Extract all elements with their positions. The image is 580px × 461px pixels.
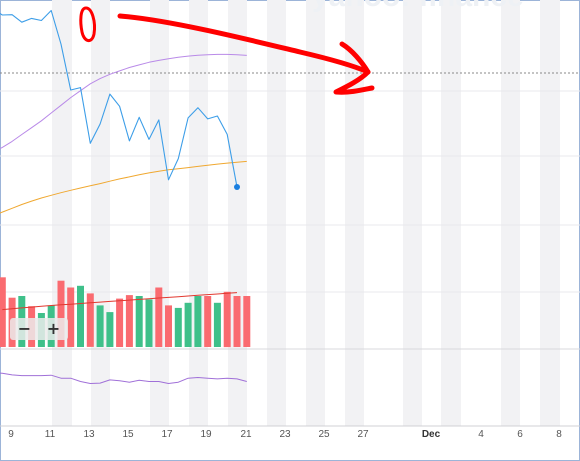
volume-bar	[213, 302, 221, 347]
day-band	[267, 0, 286, 426]
day-band	[403, 0, 422, 426]
circle-annotation	[79, 6, 96, 42]
x-axis: 9 11 13 15 17 19 21 23 25 27 Dec 4 6 8	[8, 429, 562, 440]
x-tick-label: 13	[83, 429, 95, 440]
zoom-out-button[interactable]: −	[17, 319, 32, 338]
volume-bar	[106, 312, 114, 347]
volume-bar	[86, 293, 94, 347]
day-band	[91, 0, 110, 426]
volume-bar	[67, 287, 75, 347]
volume-bar	[174, 307, 182, 347]
volume-bar	[243, 296, 251, 347]
moving-average-short	[0, 53, 247, 150]
indicator-panel	[0, 372, 247, 384]
day-band	[228, 0, 247, 426]
arrow-annotation	[117, 13, 371, 75]
volume-bar	[145, 299, 153, 347]
hand-drawn-annotations	[79, 6, 375, 95]
x-tick-label: 27	[357, 429, 369, 440]
x-tick-label: 19	[200, 429, 212, 440]
volume-bar	[223, 291, 231, 348]
day-band	[150, 0, 169, 426]
price-panel	[0, 9, 247, 214]
x-tick-label: 15	[122, 429, 134, 440]
volume-bar	[96, 305, 104, 347]
day-band	[189, 0, 208, 426]
x-tick-label: 23	[279, 429, 291, 440]
x-tick-label: 17	[161, 429, 173, 440]
watermark: yahoo! finance	[312, 0, 524, 13]
volume-average-line	[2, 292, 238, 311]
grid-lines	[0, 72, 580, 427]
x-tick-label: 4	[478, 429, 484, 440]
day-bands	[52, 0, 560, 426]
day-band	[345, 0, 364, 426]
x-tick-label: 21	[240, 429, 252, 440]
moving-average-long	[0, 160, 247, 214]
volume-bar	[116, 298, 124, 347]
volume-bar	[57, 280, 65, 347]
volume-bar	[184, 302, 192, 347]
volume-bar	[125, 295, 133, 347]
volume-bar	[165, 305, 172, 347]
volume-bar	[135, 296, 143, 347]
volume-bar	[0, 277, 6, 347]
x-tick-label: 25	[318, 429, 330, 440]
volume-bar	[204, 296, 212, 347]
day-band	[306, 0, 325, 426]
volume-bar	[194, 296, 202, 347]
volume-bar	[233, 296, 241, 347]
day-band	[441, 0, 461, 426]
x-tick-label: 11	[45, 429, 56, 440]
zoom-in-button[interactable]: +	[46, 319, 61, 338]
volume-bar	[77, 285, 84, 347]
x-tick-label: Dec	[422, 429, 441, 440]
volume-bar	[155, 287, 163, 347]
x-tick-label: 8	[556, 429, 562, 440]
day-band	[52, 0, 72, 426]
price-line	[0, 9, 238, 188]
day-band	[540, 0, 560, 426]
day-band	[501, 0, 520, 426]
indicator-line	[0, 372, 247, 384]
zoom-control: − +	[10, 318, 68, 340]
arrowhead-annotation	[333, 41, 375, 95]
x-tick-label: 9	[8, 429, 14, 440]
x-tick-label: 6	[517, 429, 523, 440]
last-price-marker	[234, 184, 240, 190]
